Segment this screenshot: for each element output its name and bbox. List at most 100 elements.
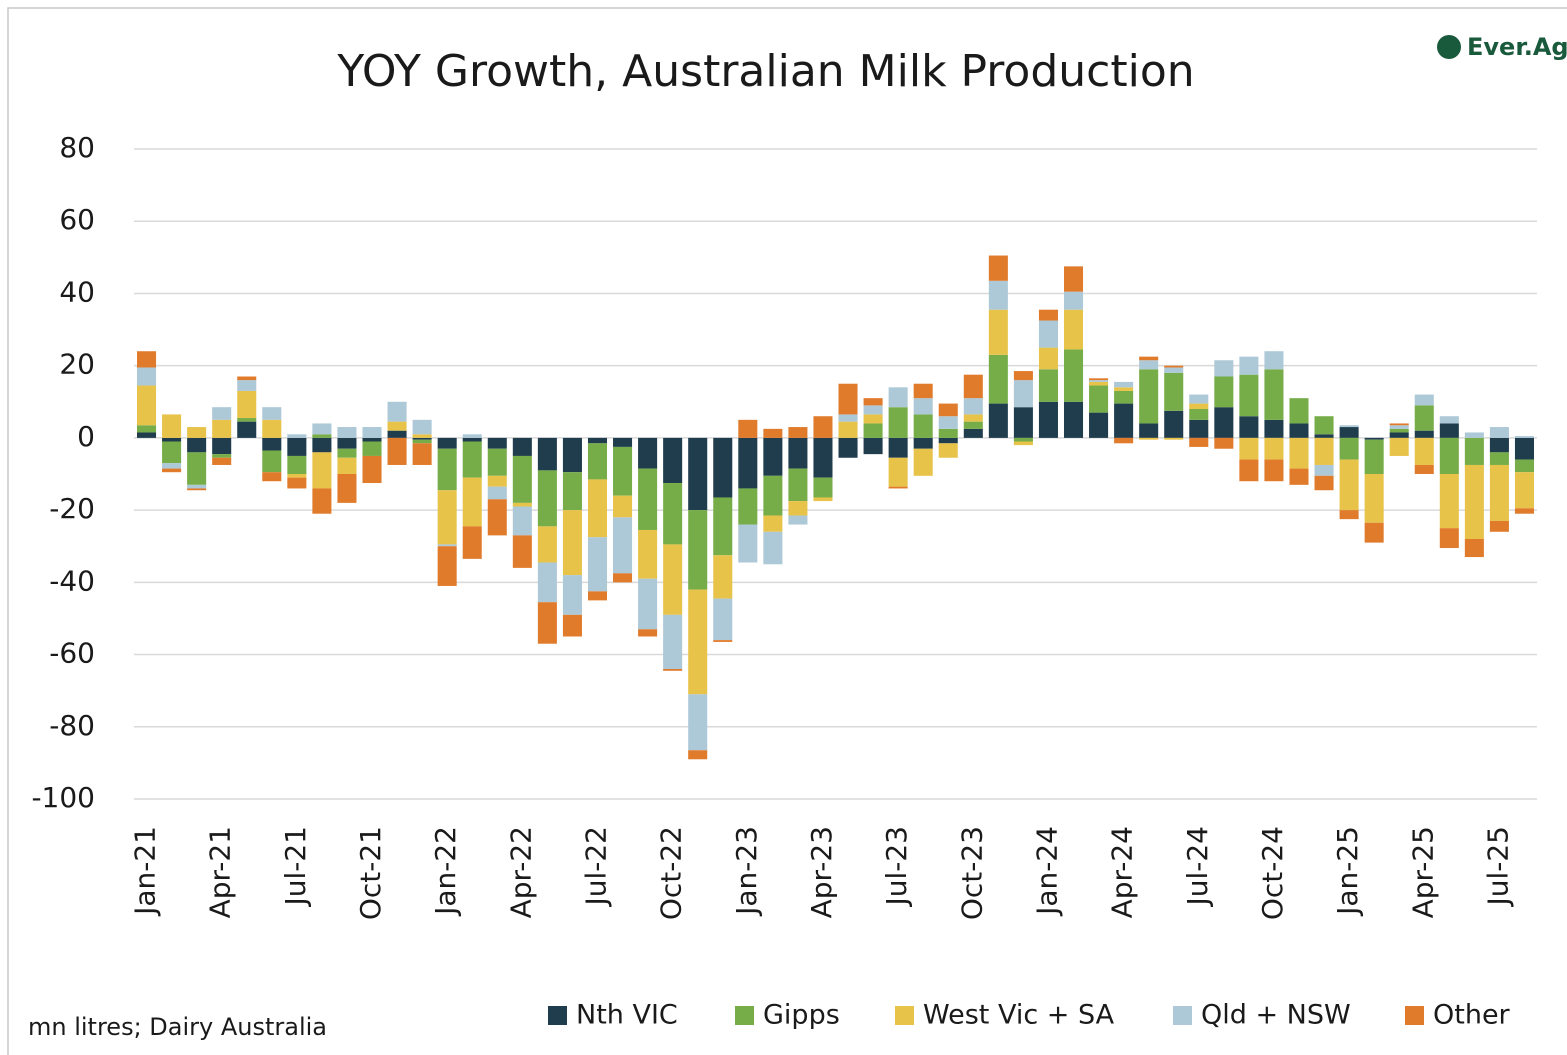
bar-segment [1013, 437, 1033, 442]
bar-segment [512, 455, 532, 503]
bar-segment [337, 427, 357, 438]
bar-segment [1139, 437, 1159, 440]
bar-segment [562, 472, 582, 511]
bar-segment [237, 390, 257, 419]
bar-segment [663, 483, 683, 545]
bar-segment [387, 437, 407, 465]
bar-segment [1389, 428, 1409, 433]
bar-segment [1114, 390, 1134, 404]
bar-segment [638, 578, 658, 630]
bar-segment [212, 437, 232, 455]
bar-segment [487, 486, 507, 500]
bar-segment [212, 419, 232, 438]
bar-segment [763, 437, 783, 476]
bar-segment [1139, 423, 1159, 438]
bar-segment [1464, 437, 1484, 465]
legend-label: Nth VIC [576, 1000, 678, 1031]
bar-segment [537, 562, 557, 603]
bar-segment [162, 441, 182, 464]
y-tick-label: 60 [59, 203, 95, 236]
bar-segment [1239, 416, 1259, 438]
bar-segment [1089, 380, 1109, 382]
x-tick-label: Jan-22 [429, 826, 462, 917]
bar-segment [1314, 434, 1334, 438]
bar-segment [1439, 437, 1459, 474]
bar-segment [638, 468, 658, 530]
bar-segment [1214, 376, 1234, 408]
bar-segment [1089, 385, 1109, 413]
bar-segment [312, 452, 332, 489]
bar-segment [1314, 475, 1334, 491]
bar-segment [1439, 474, 1459, 529]
bar-segment [888, 387, 908, 408]
bar-segment [412, 419, 432, 435]
bar-segment [1264, 437, 1284, 460]
bar-segment [1414, 405, 1434, 431]
bar-segment [1214, 437, 1234, 449]
bar-segment [688, 510, 708, 590]
bar-segment [187, 437, 207, 453]
bar-segment [963, 428, 983, 438]
bar-segment [1489, 437, 1509, 453]
bar-segment [1089, 378, 1109, 381]
bar-segment [1214, 407, 1234, 438]
bar-segment [1389, 423, 1409, 426]
bar-segment [362, 455, 382, 484]
chart-border [7, 7, 1567, 1055]
bar-segment [1013, 441, 1033, 446]
bar-segment [963, 374, 983, 399]
bar-segment [287, 434, 307, 438]
bar-segment [638, 437, 658, 469]
bar-segment [537, 437, 557, 471]
bar-segment [162, 468, 182, 473]
bar-segment [537, 470, 557, 527]
bar-segment [913, 437, 933, 449]
bar-segment [1414, 464, 1434, 474]
bar-segment [788, 501, 808, 516]
bar-segment [1063, 266, 1084, 292]
bar-segment [713, 598, 733, 641]
bar-segment [1389, 437, 1409, 456]
bar-segment [312, 434, 332, 438]
bar-segment [187, 484, 207, 489]
bar-segment [162, 463, 182, 469]
bar-segment [1339, 510, 1359, 520]
bar-segment [738, 419, 758, 438]
bar-segment [1289, 423, 1309, 438]
bar-segment [1264, 419, 1284, 438]
bar-segment [437, 544, 457, 547]
legend-label: Gipps [763, 1000, 840, 1031]
bar-segment [1114, 381, 1134, 388]
bar-segment [212, 407, 232, 420]
bar-segment [988, 309, 1008, 355]
bar-segment [1414, 437, 1434, 465]
bar-segment [187, 427, 207, 438]
bar-segment [788, 515, 808, 525]
bar-segment [1164, 365, 1184, 368]
bar-segment [1164, 367, 1184, 373]
bar-segment [763, 475, 783, 516]
bar-segment [437, 448, 457, 491]
bar-segment [1364, 439, 1384, 474]
bar-segment [813, 416, 833, 438]
bar-segment [287, 437, 307, 456]
bar-segment [137, 367, 157, 386]
x-tick-label: Apr-24 [1106, 826, 1139, 918]
bar-segment [1013, 407, 1033, 438]
bar-segment [537, 602, 557, 644]
bar-segment [1239, 459, 1259, 482]
bar-segment [1164, 410, 1184, 438]
bar-segment [1289, 468, 1309, 485]
legend-swatch [735, 1006, 754, 1025]
bar-segment [1038, 320, 1058, 348]
bar-segment [688, 437, 708, 511]
bar-segment [587, 479, 608, 538]
bar-segment [988, 354, 1008, 404]
bar-segment [938, 403, 958, 417]
y-tick-label: -60 [49, 637, 95, 670]
bar-segment [838, 414, 858, 422]
bar-segment [312, 437, 332, 453]
logo: Ever.Ag [1467, 33, 1567, 61]
x-tick-label: Jan-21 [129, 826, 162, 917]
bar-segment [137, 425, 157, 433]
